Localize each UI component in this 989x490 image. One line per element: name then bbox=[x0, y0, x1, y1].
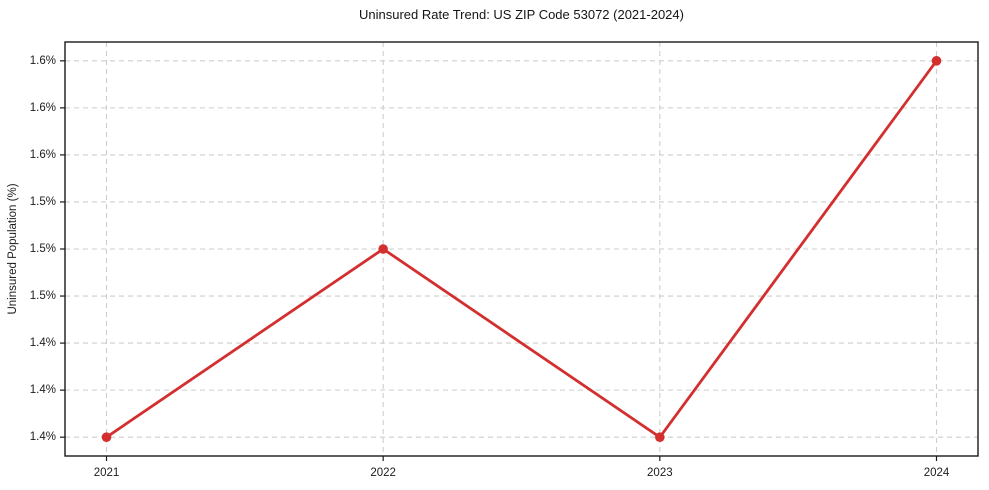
y-tick-label: 1.4% bbox=[30, 431, 56, 443]
x-tick-label: 2024 bbox=[924, 467, 950, 479]
y-tick-label: 1.5% bbox=[30, 243, 56, 255]
plot-border bbox=[64, 41, 979, 457]
data-point bbox=[655, 432, 665, 442]
chart-title: Uninsured Rate Trend: US ZIP Code 53072 … bbox=[359, 7, 684, 22]
y-tick-label: 1.4% bbox=[30, 384, 56, 396]
y-tick-label: 1.4% bbox=[30, 337, 56, 349]
data-point bbox=[378, 244, 388, 254]
x-tick-label: 2022 bbox=[370, 467, 396, 479]
y-tick-label: 1.6% bbox=[30, 102, 56, 114]
data-point bbox=[101, 432, 112, 442]
y-tick-label: 1.6% bbox=[30, 55, 56, 67]
y-tick-label: 1.6% bbox=[30, 149, 56, 161]
x-tick-label: 2021 bbox=[94, 467, 120, 479]
y-tick-label: 1.5% bbox=[30, 290, 56, 302]
x-tick-label: 2023 bbox=[647, 467, 673, 479]
trend-line bbox=[105, 59, 938, 439]
y-tick-label: 1.5% bbox=[30, 196, 56, 208]
data-point bbox=[931, 56, 942, 66]
